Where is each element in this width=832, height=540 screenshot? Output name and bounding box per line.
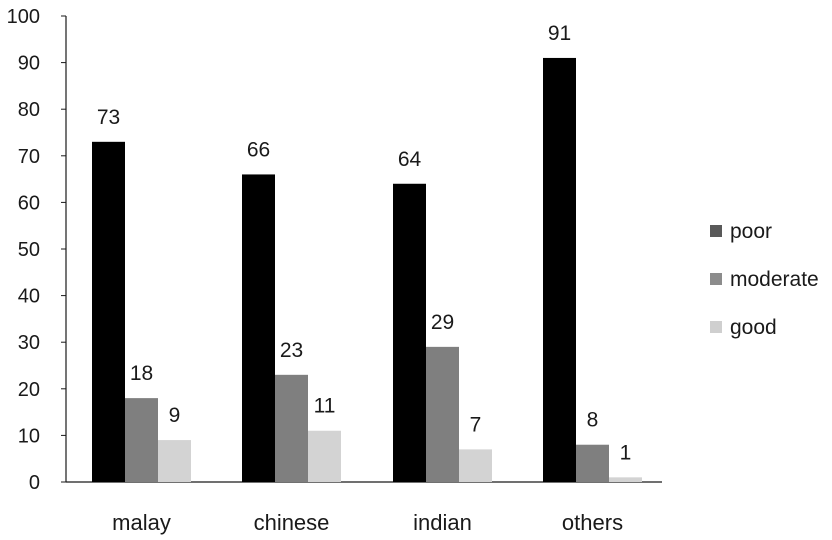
legend-swatch-moderate — [710, 273, 722, 285]
bar-poor-malay — [92, 141, 125, 482]
y-axis: 0 10 20 30 40 50 60 70 80 90 100 — [7, 6, 67, 494]
bar-moderate-others — [576, 444, 609, 482]
y-tick-label: 90 — [18, 53, 40, 75]
bar-moderate-malay — [125, 398, 158, 482]
y-tick-label: 50 — [18, 239, 40, 261]
bar-good-malay — [158, 440, 191, 482]
data-label: 9 — [169, 404, 181, 427]
data-label: 7 — [470, 413, 482, 436]
legend-swatch-poor — [710, 225, 722, 237]
bar-good-chinese — [308, 430, 341, 482]
y-tick-label: 60 — [18, 192, 40, 214]
bar-good-indian — [459, 449, 492, 482]
bar-good-others — [609, 477, 642, 482]
x-category-label: malay — [112, 510, 171, 535]
data-label: 64 — [398, 148, 422, 171]
data-label: 11 — [314, 395, 336, 418]
data-label: 23 — [280, 339, 303, 362]
y-tick-label: 10 — [18, 425, 40, 447]
legend-label-poor: poor — [730, 220, 772, 243]
x-category-label: others — [562, 510, 623, 535]
y-tick-label: 100 — [7, 6, 40, 28]
y-tick-label: 70 — [18, 146, 40, 168]
bar-poor-others — [543, 57, 576, 482]
legend-label-moderate: moderate — [730, 268, 819, 291]
legend-swatch-good — [710, 321, 722, 333]
data-label: 91 — [548, 22, 571, 45]
bars — [92, 57, 642, 482]
bar-poor-indian — [393, 183, 426, 482]
bar-moderate-chinese — [275, 374, 308, 482]
y-tick-label: 80 — [18, 99, 40, 121]
legend: poor moderate good — [710, 220, 819, 339]
data-label: 66 — [247, 138, 270, 161]
data-label: 73 — [97, 106, 120, 129]
x-axis: malay chinese indian others — [66, 481, 662, 535]
x-category-label: indian — [413, 510, 472, 535]
data-label: 8 — [587, 409, 599, 432]
data-labels: 73 66 64 91 18 23 29 8 9 11 7 1 — [97, 22, 632, 464]
bar-poor-chinese — [242, 174, 275, 482]
x-category-label: chinese — [254, 510, 330, 535]
y-tick-label: 40 — [18, 286, 40, 308]
data-label: 18 — [130, 362, 153, 385]
y-tick-label: 30 — [18, 332, 40, 354]
y-tick-label: 0 — [29, 472, 40, 494]
legend-label-good: good — [730, 316, 777, 339]
bar-moderate-indian — [426, 346, 459, 482]
data-label: 29 — [431, 311, 454, 334]
data-label: 1 — [620, 441, 632, 464]
y-tick-label: 20 — [18, 379, 40, 401]
